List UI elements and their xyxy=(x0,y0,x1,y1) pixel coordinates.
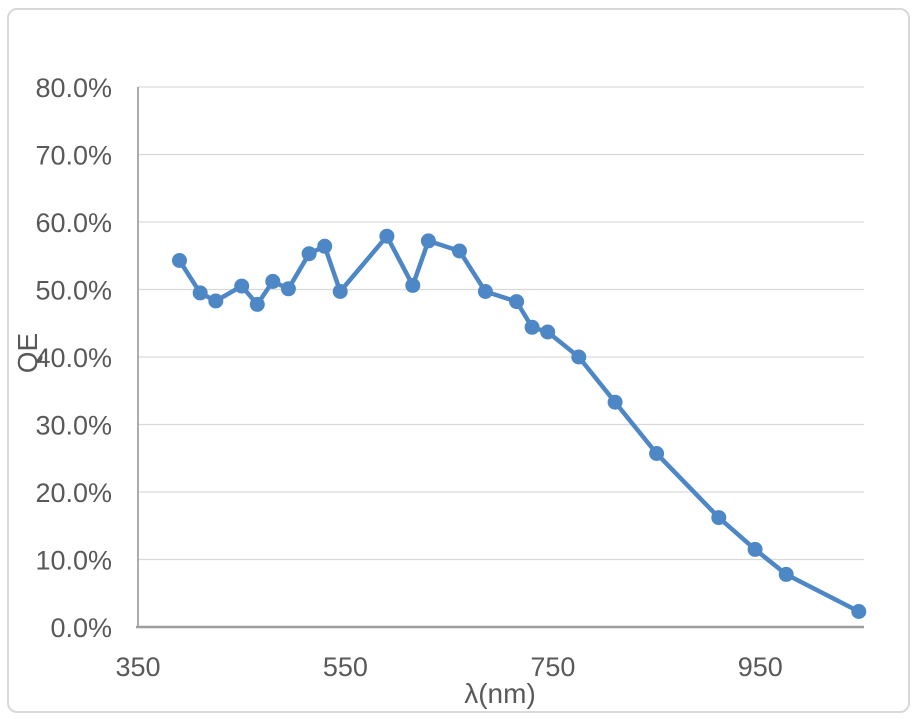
data-point-marker xyxy=(711,510,727,526)
data-point-marker xyxy=(524,319,540,335)
x-tick-label: 550 xyxy=(323,652,368,682)
y-tick-label: 80.0% xyxy=(35,73,112,103)
x-tick-label: 950 xyxy=(738,652,783,682)
data-point-marker xyxy=(851,604,867,619)
x-tick-label: 750 xyxy=(530,652,575,682)
data-point-marker xyxy=(540,324,556,340)
chart-frame xyxy=(7,8,910,713)
data-point-marker xyxy=(509,294,525,310)
y-axis-title: QE xyxy=(12,332,43,374)
data-point-marker xyxy=(571,349,587,365)
data-point-marker xyxy=(649,446,665,461)
data-point-marker xyxy=(379,228,395,244)
data-point-marker xyxy=(607,394,623,410)
data-point-marker xyxy=(452,243,467,259)
y-tick-label: 30.0% xyxy=(35,411,112,441)
data-point-marker xyxy=(172,253,187,268)
data-point-marker xyxy=(208,293,224,309)
data-point-marker xyxy=(405,277,421,293)
data-point-marker xyxy=(477,284,493,299)
y-tick-label: 40.0% xyxy=(35,343,112,373)
y-tick-label: 20.0% xyxy=(35,478,112,508)
data-point-marker xyxy=(747,541,763,557)
data-point-marker xyxy=(332,284,348,299)
y-tick-label: 50.0% xyxy=(35,276,112,306)
data-point-marker xyxy=(234,278,250,294)
x-tick-label: 350 xyxy=(115,652,160,682)
data-point-marker xyxy=(192,285,208,301)
x-axis-title: λ(nm) xyxy=(464,678,536,709)
data-point-marker xyxy=(280,281,296,297)
y-tick-label: 60.0% xyxy=(35,208,112,238)
y-tick-label: 10.0% xyxy=(35,546,112,576)
data-point-marker xyxy=(778,566,794,582)
data-point-marker xyxy=(301,246,317,262)
y-tick-label: 70.0% xyxy=(35,141,112,171)
y-tick-label: 0.0% xyxy=(50,613,112,643)
data-point-marker xyxy=(420,233,436,249)
data-point-marker xyxy=(317,238,333,254)
data-point-marker xyxy=(265,273,281,289)
data-point-marker xyxy=(249,296,265,312)
